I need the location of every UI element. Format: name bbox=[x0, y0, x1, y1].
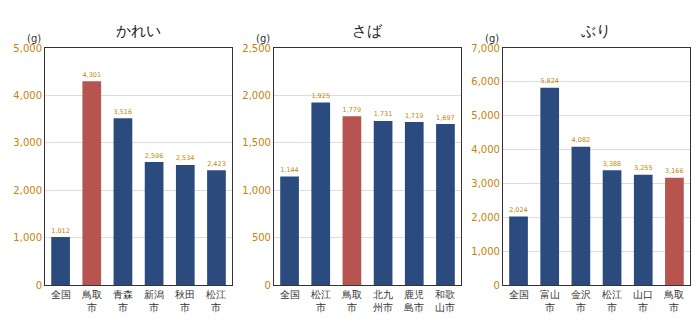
svg-text:4,301: 4,301 bbox=[82, 71, 101, 79]
svg-text:富山市: 富山市 bbox=[540, 289, 560, 313]
svg-text:2,596: 2,596 bbox=[145, 152, 163, 160]
svg-text:1,000: 1,000 bbox=[13, 232, 42, 243]
svg-text:1,144: 1,144 bbox=[280, 166, 298, 174]
svg-text:鹿児島市: 鹿児島市 bbox=[404, 289, 424, 313]
svg-text:松江市: 松江市 bbox=[311, 289, 331, 313]
svg-text:3,388: 3,388 bbox=[603, 160, 621, 168]
svg-text:3,516: 3,516 bbox=[114, 108, 132, 116]
svg-text:2,534: 2,534 bbox=[176, 154, 194, 162]
svg-text:3,000: 3,000 bbox=[13, 137, 42, 148]
svg-text:2,423: 2,423 bbox=[207, 160, 226, 168]
svg-text:1,925: 1,925 bbox=[311, 92, 330, 100]
svg-text:(g): (g) bbox=[485, 33, 499, 44]
svg-text:2,000: 2,000 bbox=[242, 90, 271, 101]
svg-text:全国: 全国 bbox=[51, 289, 71, 300]
svg-text:ぶり: ぶり bbox=[581, 22, 611, 40]
svg-text:松江市: 松江市 bbox=[602, 289, 622, 313]
svg-text:鳥取市: 鳥取市 bbox=[663, 289, 684, 313]
svg-text:1,000: 1,000 bbox=[471, 246, 500, 257]
svg-text:(g): (g) bbox=[256, 33, 270, 44]
svg-text:3,000: 3,000 bbox=[471, 178, 500, 189]
svg-text:4,000: 4,000 bbox=[13, 90, 42, 101]
svg-text:1,500: 1,500 bbox=[242, 137, 271, 148]
svg-text:0: 0 bbox=[265, 280, 271, 291]
svg-text:全国: 全国 bbox=[509, 289, 529, 300]
svg-text:3,255: 3,255 bbox=[634, 164, 653, 172]
svg-text:和歌山市: 和歌山市 bbox=[435, 289, 455, 313]
svg-text:全国: 全国 bbox=[280, 289, 300, 300]
svg-text:4,082: 4,082 bbox=[572, 136, 591, 144]
svg-text:(g): (g) bbox=[27, 33, 41, 44]
svg-text:鳥取市: 鳥取市 bbox=[81, 289, 102, 313]
svg-text:1,697: 1,697 bbox=[436, 114, 455, 122]
svg-text:5,000: 5,000 bbox=[13, 43, 42, 54]
svg-text:松江市: 松江市 bbox=[206, 289, 226, 313]
svg-text:2,000: 2,000 bbox=[471, 212, 500, 223]
svg-text:1,779: 1,779 bbox=[343, 106, 361, 114]
svg-text:0: 0 bbox=[36, 280, 42, 291]
svg-text:新潟市: 新潟市 bbox=[144, 289, 164, 313]
svg-text:1,012: 1,012 bbox=[51, 227, 70, 235]
svg-text:2,500: 2,500 bbox=[242, 43, 271, 54]
svg-text:2,024: 2,024 bbox=[509, 206, 527, 214]
svg-text:0: 0 bbox=[494, 280, 500, 291]
svg-text:金沢市: 金沢市 bbox=[571, 289, 591, 313]
svg-text:3,166: 3,166 bbox=[665, 167, 683, 175]
svg-text:かれい: かれい bbox=[116, 22, 161, 40]
svg-text:秋田市: 秋田市 bbox=[175, 289, 195, 313]
svg-text:6,000: 6,000 bbox=[471, 76, 500, 87]
svg-text:5,824: 5,824 bbox=[540, 77, 558, 85]
svg-text:北九州市: 北九州市 bbox=[373, 289, 393, 313]
svg-text:1,731: 1,731 bbox=[374, 110, 393, 118]
svg-text:さば: さば bbox=[352, 22, 383, 40]
svg-text:鳥取市: 鳥取市 bbox=[341, 289, 362, 313]
svg-text:1,000: 1,000 bbox=[242, 185, 271, 196]
svg-text:4,000: 4,000 bbox=[471, 144, 500, 155]
svg-text:7,000: 7,000 bbox=[471, 43, 500, 54]
svg-text:青森市: 青森市 bbox=[113, 289, 133, 313]
svg-text:500: 500 bbox=[252, 232, 271, 243]
svg-text:1,719: 1,719 bbox=[405, 112, 423, 120]
svg-text:山口市: 山口市 bbox=[633, 289, 653, 313]
svg-text:5,000: 5,000 bbox=[471, 110, 500, 121]
svg-text:2,000: 2,000 bbox=[13, 185, 42, 196]
